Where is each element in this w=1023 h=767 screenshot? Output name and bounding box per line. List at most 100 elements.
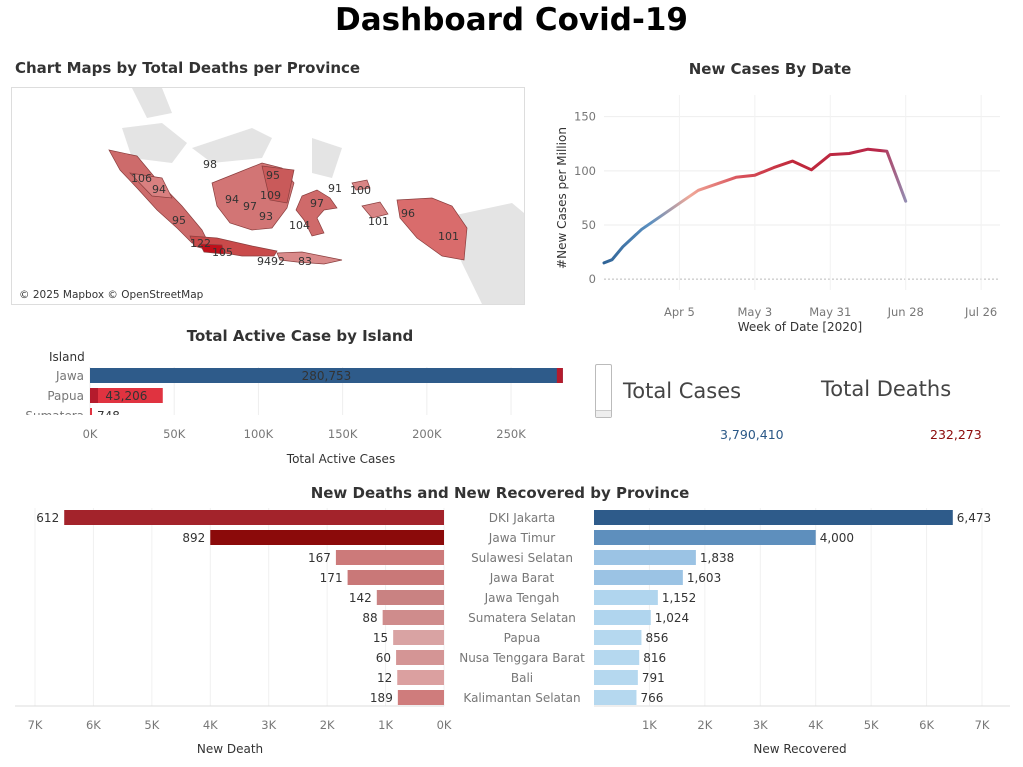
new-death-bar — [393, 630, 444, 645]
new-recovered-bar — [594, 590, 658, 605]
kpi-scroll-thumb[interactable] — [596, 410, 611, 417]
active-chart-x-tick: 200K — [412, 427, 442, 441]
province-jawa[interactable] — [189, 235, 278, 257]
new-recovered-value-label: 1,024 — [655, 611, 689, 625]
province-sumatera-mid[interactable] — [129, 172, 173, 199]
map-label: 9492 — [257, 255, 285, 268]
new-death-bar — [335, 550, 444, 565]
new-recovered-value-label: 791 — [642, 671, 665, 685]
province-bar-chart[interactable]: 612 892 167 171 142 88 15 60 12 189 DKI Jakarta Ja… — [0, 500, 1023, 767]
new-death-bars: 612 892 167 171 142 88 15 60 12 189 — [36, 510, 444, 705]
province-dki-jakarta[interactable] — [199, 243, 225, 255]
new-recovered-bar — [594, 510, 953, 525]
province-category-label: Sulawesi Selatan — [471, 551, 573, 565]
active-case-bar-accent — [90, 388, 98, 403]
active-chart-title: Total Active Case by Island — [186, 327, 414, 345]
map-label: 101 — [438, 230, 459, 243]
new-recovered-bar — [594, 530, 816, 545]
line-chart-ylabel: #New Cases per Million — [555, 127, 569, 269]
line-chart-y-tick: 100 — [574, 164, 596, 178]
new-death-value-label: 88 — [362, 611, 377, 625]
province-kalimantan-timur[interactable] — [261, 165, 295, 204]
new-death-axis-label: New Death — [197, 742, 263, 756]
death-x-tick: 3K — [261, 718, 276, 732]
new-recovered-bars: 6,473 4,000 1,838 1,603 1,152 1,024 856 816 791 7… — [594, 510, 991, 705]
active-chart-x-tick: 100K — [244, 427, 274, 441]
new-death-value-label: 892 — [182, 531, 205, 545]
line-chart-x-tick: May 31 — [809, 305, 851, 319]
new-recovered-bar — [594, 670, 638, 685]
province-category-label: Jawa Timur — [488, 531, 555, 545]
map-label: 109 — [260, 189, 281, 202]
total-cases-value: 3,790,410 — [720, 427, 784, 442]
death-x-tick: 2K — [320, 718, 335, 732]
new-recovered-axis-label: New Recovered — [753, 742, 846, 756]
map-label: 98 — [203, 158, 217, 171]
province-chart-x-ticks: 7K 6K 5K 4K 3K 2K 1K 0K 1K 2K 3K 4K 5K 6K 7K — [28, 718, 990, 732]
active-case-bar-chart[interactable]: Island Jawa280,753Papua43,206Sumatera748… — [15, 345, 580, 470]
province-nusa-tenggara[interactable] — [276, 251, 343, 265]
new-death-bar — [376, 590, 444, 605]
map-label: 83 — [298, 255, 312, 268]
new-death-bar — [397, 670, 444, 685]
recovered-x-tick: 1K — [642, 718, 657, 732]
province-category-label: Bali — [511, 671, 533, 685]
province-map[interactable]: 98 106 94 95 95 109 94 97 93 91 100 97 1… — [11, 87, 525, 305]
province-category-label: Jawa Barat — [489, 571, 555, 585]
death-x-tick: 4K — [203, 718, 218, 732]
active-chart-x-tick: 250K — [496, 427, 526, 441]
active-case-value-label: 280,753 — [302, 369, 352, 383]
new-recovered-value-label: 766 — [640, 691, 663, 705]
map-value-labels: 98 106 94 95 95 109 94 97 93 91 100 97 1… — [131, 158, 459, 268]
active-chart-x-tick: 150K — [328, 427, 358, 441]
death-x-tick: 5K — [144, 718, 159, 732]
province-category-labels: DKI Jakarta Jawa Timur Sulawesi Selatan Jaw… — [459, 511, 585, 705]
province-papua[interactable] — [396, 197, 468, 261]
map-label: 95 — [172, 214, 186, 227]
map-label: 94 — [225, 193, 239, 206]
death-x-tick: 1K — [378, 718, 393, 732]
map-label: 96 — [401, 207, 415, 220]
province-maluku-utara[interactable] — [351, 179, 371, 191]
new-recovered-value-label: 856 — [645, 631, 668, 645]
province-category-label: Kalimantan Selatan — [463, 691, 580, 705]
new-death-value-label: 189 — [370, 691, 393, 705]
recovered-x-tick: 3K — [753, 718, 768, 732]
map-label: 94 — [152, 183, 166, 196]
kpi-scrollbar[interactable] — [595, 364, 612, 418]
active-chart-xlabel: Total Active Cases — [286, 452, 395, 466]
active-chart-x-tick: 50K — [163, 427, 186, 441]
active-chart-x-tick: 0K — [83, 427, 98, 441]
recovered-x-tick: 4K — [808, 718, 823, 732]
map-label: 105 — [212, 246, 233, 259]
map-canvas[interactable]: 98 106 94 95 95 109 94 97 93 91 100 97 1… — [12, 88, 524, 304]
province-maluku[interactable] — [361, 201, 389, 219]
line-chart-grid — [604, 95, 1000, 290]
death-x-tick: 0K — [437, 718, 452, 732]
death-x-tick: 6K — [86, 718, 101, 732]
line-chart-y-tick: 0 — [589, 272, 596, 286]
map-label: 97 — [243, 200, 257, 213]
province-category-label: Papua — [504, 631, 541, 645]
line-chart-y-tick: 50 — [581, 218, 596, 232]
new-recovered-bar — [594, 630, 642, 645]
new-death-bar — [382, 610, 444, 625]
map-label: 104 — [289, 219, 310, 232]
active-chart-category: Papua — [47, 389, 84, 403]
total-deaths-value: 232,273 — [930, 427, 982, 442]
active-case-bar — [90, 388, 163, 403]
new-cases-line-chart[interactable]: 0 50 100 150 Apr 5 May 3 May 31 Jun 28 Jul 26 #… — [540, 85, 1010, 340]
land-background — [132, 88, 172, 118]
new-recovered-value-label: 1,152 — [662, 591, 696, 605]
land-background — [192, 128, 272, 163]
province-sulawesi[interactable] — [295, 189, 338, 237]
new-death-bar — [64, 510, 444, 525]
new-death-bar — [347, 570, 444, 585]
province-category-label: Jawa Tengah — [484, 591, 560, 605]
recovered-x-tick: 7K — [975, 718, 990, 732]
province-category-label: DKI Jakarta — [489, 511, 555, 525]
map-label: 97 — [310, 197, 324, 210]
new-cases-series-line[interactable] — [602, 147, 908, 265]
recovered-x-tick: 6K — [919, 718, 934, 732]
